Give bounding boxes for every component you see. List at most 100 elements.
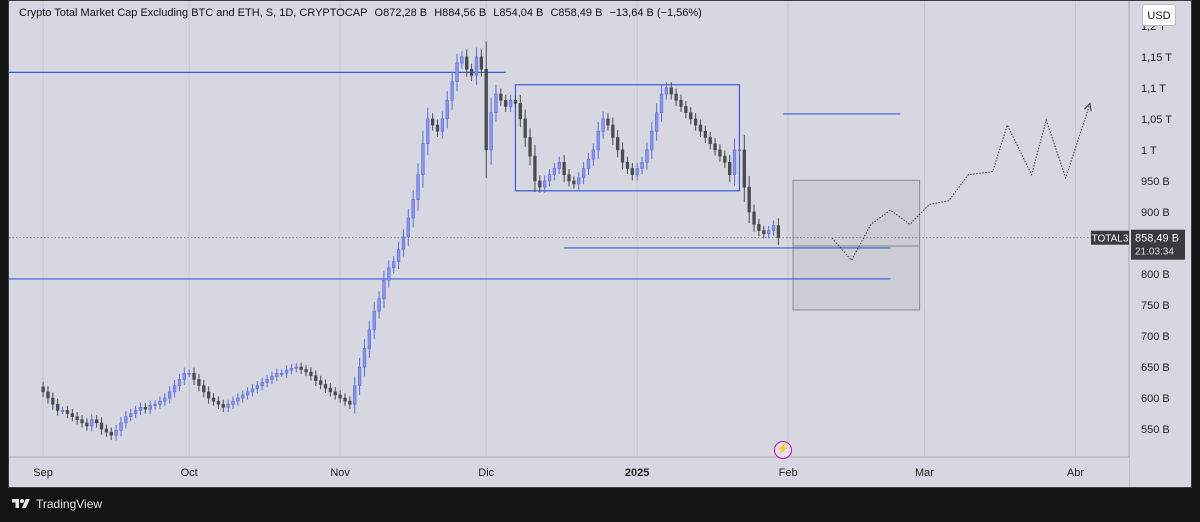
candle[interactable] [742,149,746,188]
candle[interactable] [314,375,318,381]
time-axis[interactable] [9,457,1129,488]
candle[interactable] [630,168,634,176]
candle[interactable] [455,62,459,82]
candle[interactable] [221,403,225,408]
candle[interactable] [114,430,118,436]
candle[interactable] [338,394,342,399]
candle[interactable] [104,428,109,433]
candle[interactable] [275,372,279,377]
candle[interactable] [718,149,722,157]
candle[interactable] [60,410,65,412]
candle[interactable] [747,186,751,213]
candle[interactable] [771,225,776,231]
candle[interactable] [362,348,367,368]
candle[interactable] [80,419,84,424]
candle[interactable] [499,93,503,101]
candle[interactable] [416,174,420,200]
candle[interactable] [674,93,678,101]
candle[interactable] [518,103,522,120]
candle[interactable] [596,130,600,151]
candle[interactable] [557,162,561,169]
candle[interactable] [168,391,172,399]
candle[interactable] [435,124,440,132]
plot-area[interactable] [9,1,1129,457]
candle[interactable] [469,68,474,76]
candle[interactable] [46,391,50,399]
candle[interactable] [192,372,196,380]
candle[interactable] [732,149,737,176]
candle[interactable] [284,369,289,374]
candle[interactable] [265,379,269,383]
candle[interactable] [387,267,391,281]
candle[interactable] [95,419,99,424]
candle[interactable] [421,143,425,176]
candle[interactable] [689,112,693,120]
candle[interactable] [197,379,201,386]
candle[interactable] [304,369,308,373]
candle[interactable] [143,407,147,410]
candle[interactable] [406,217,410,238]
candle[interactable] [543,180,547,188]
candle[interactable] [207,391,211,399]
candle[interactable] [182,372,186,380]
candle[interactable] [236,397,240,402]
candle[interactable] [567,174,571,182]
candle[interactable] [333,391,337,396]
candle[interactable] [158,400,162,405]
candle[interactable] [90,419,94,427]
candle[interactable] [669,87,673,95]
candle[interactable] [255,385,259,390]
candle[interactable] [528,137,532,157]
candle[interactable] [353,385,357,405]
candle[interactable] [119,422,123,431]
candle[interactable] [655,112,659,132]
candle[interactable] [645,149,649,163]
candle[interactable] [51,397,55,405]
candle[interactable] [484,68,488,151]
candle[interactable] [172,385,177,393]
candle[interactable] [625,162,630,169]
candle[interactable] [85,422,89,427]
candle[interactable] [372,310,376,331]
tradingview-logo-icon[interactable] [12,497,30,511]
candle[interactable] [75,416,79,421]
candle[interactable] [640,162,644,169]
candle[interactable] [41,386,45,393]
candle[interactable] [211,397,216,402]
candle[interactable] [591,149,595,160]
candle[interactable] [328,387,333,393]
candle[interactable] [533,155,537,182]
candle[interactable] [445,99,449,120]
candle[interactable] [572,180,576,185]
candle[interactable] [299,366,303,370]
candle[interactable] [392,261,396,269]
candle[interactable] [635,168,639,176]
candle[interactable] [343,397,347,402]
candle[interactable] [762,230,766,234]
candle[interactable] [367,329,371,349]
candle[interactable] [737,149,742,152]
candle[interactable] [148,405,152,410]
candle[interactable] [757,224,761,231]
candle[interactable] [109,431,113,436]
candle[interactable] [523,118,527,138]
candle[interactable] [382,279,386,300]
candle[interactable] [489,112,493,151]
candle[interactable] [577,177,581,185]
candle[interactable] [684,106,688,113]
candle[interactable] [270,376,274,380]
candle[interactable] [216,400,221,405]
candle[interactable] [124,416,128,424]
candle[interactable] [465,56,469,70]
candle[interactable] [348,400,352,405]
candle[interactable] [377,298,381,312]
candle[interactable] [586,158,591,169]
candle[interactable] [401,236,406,250]
currency-button[interactable]: USD [1142,4,1176,26]
candle[interactable] [280,372,284,375]
candle[interactable] [431,118,435,126]
symbol-tag[interactable] [1091,230,1129,245]
candle[interactable] [65,410,70,414]
candle[interactable] [133,410,138,414]
candle[interactable] [708,137,712,144]
